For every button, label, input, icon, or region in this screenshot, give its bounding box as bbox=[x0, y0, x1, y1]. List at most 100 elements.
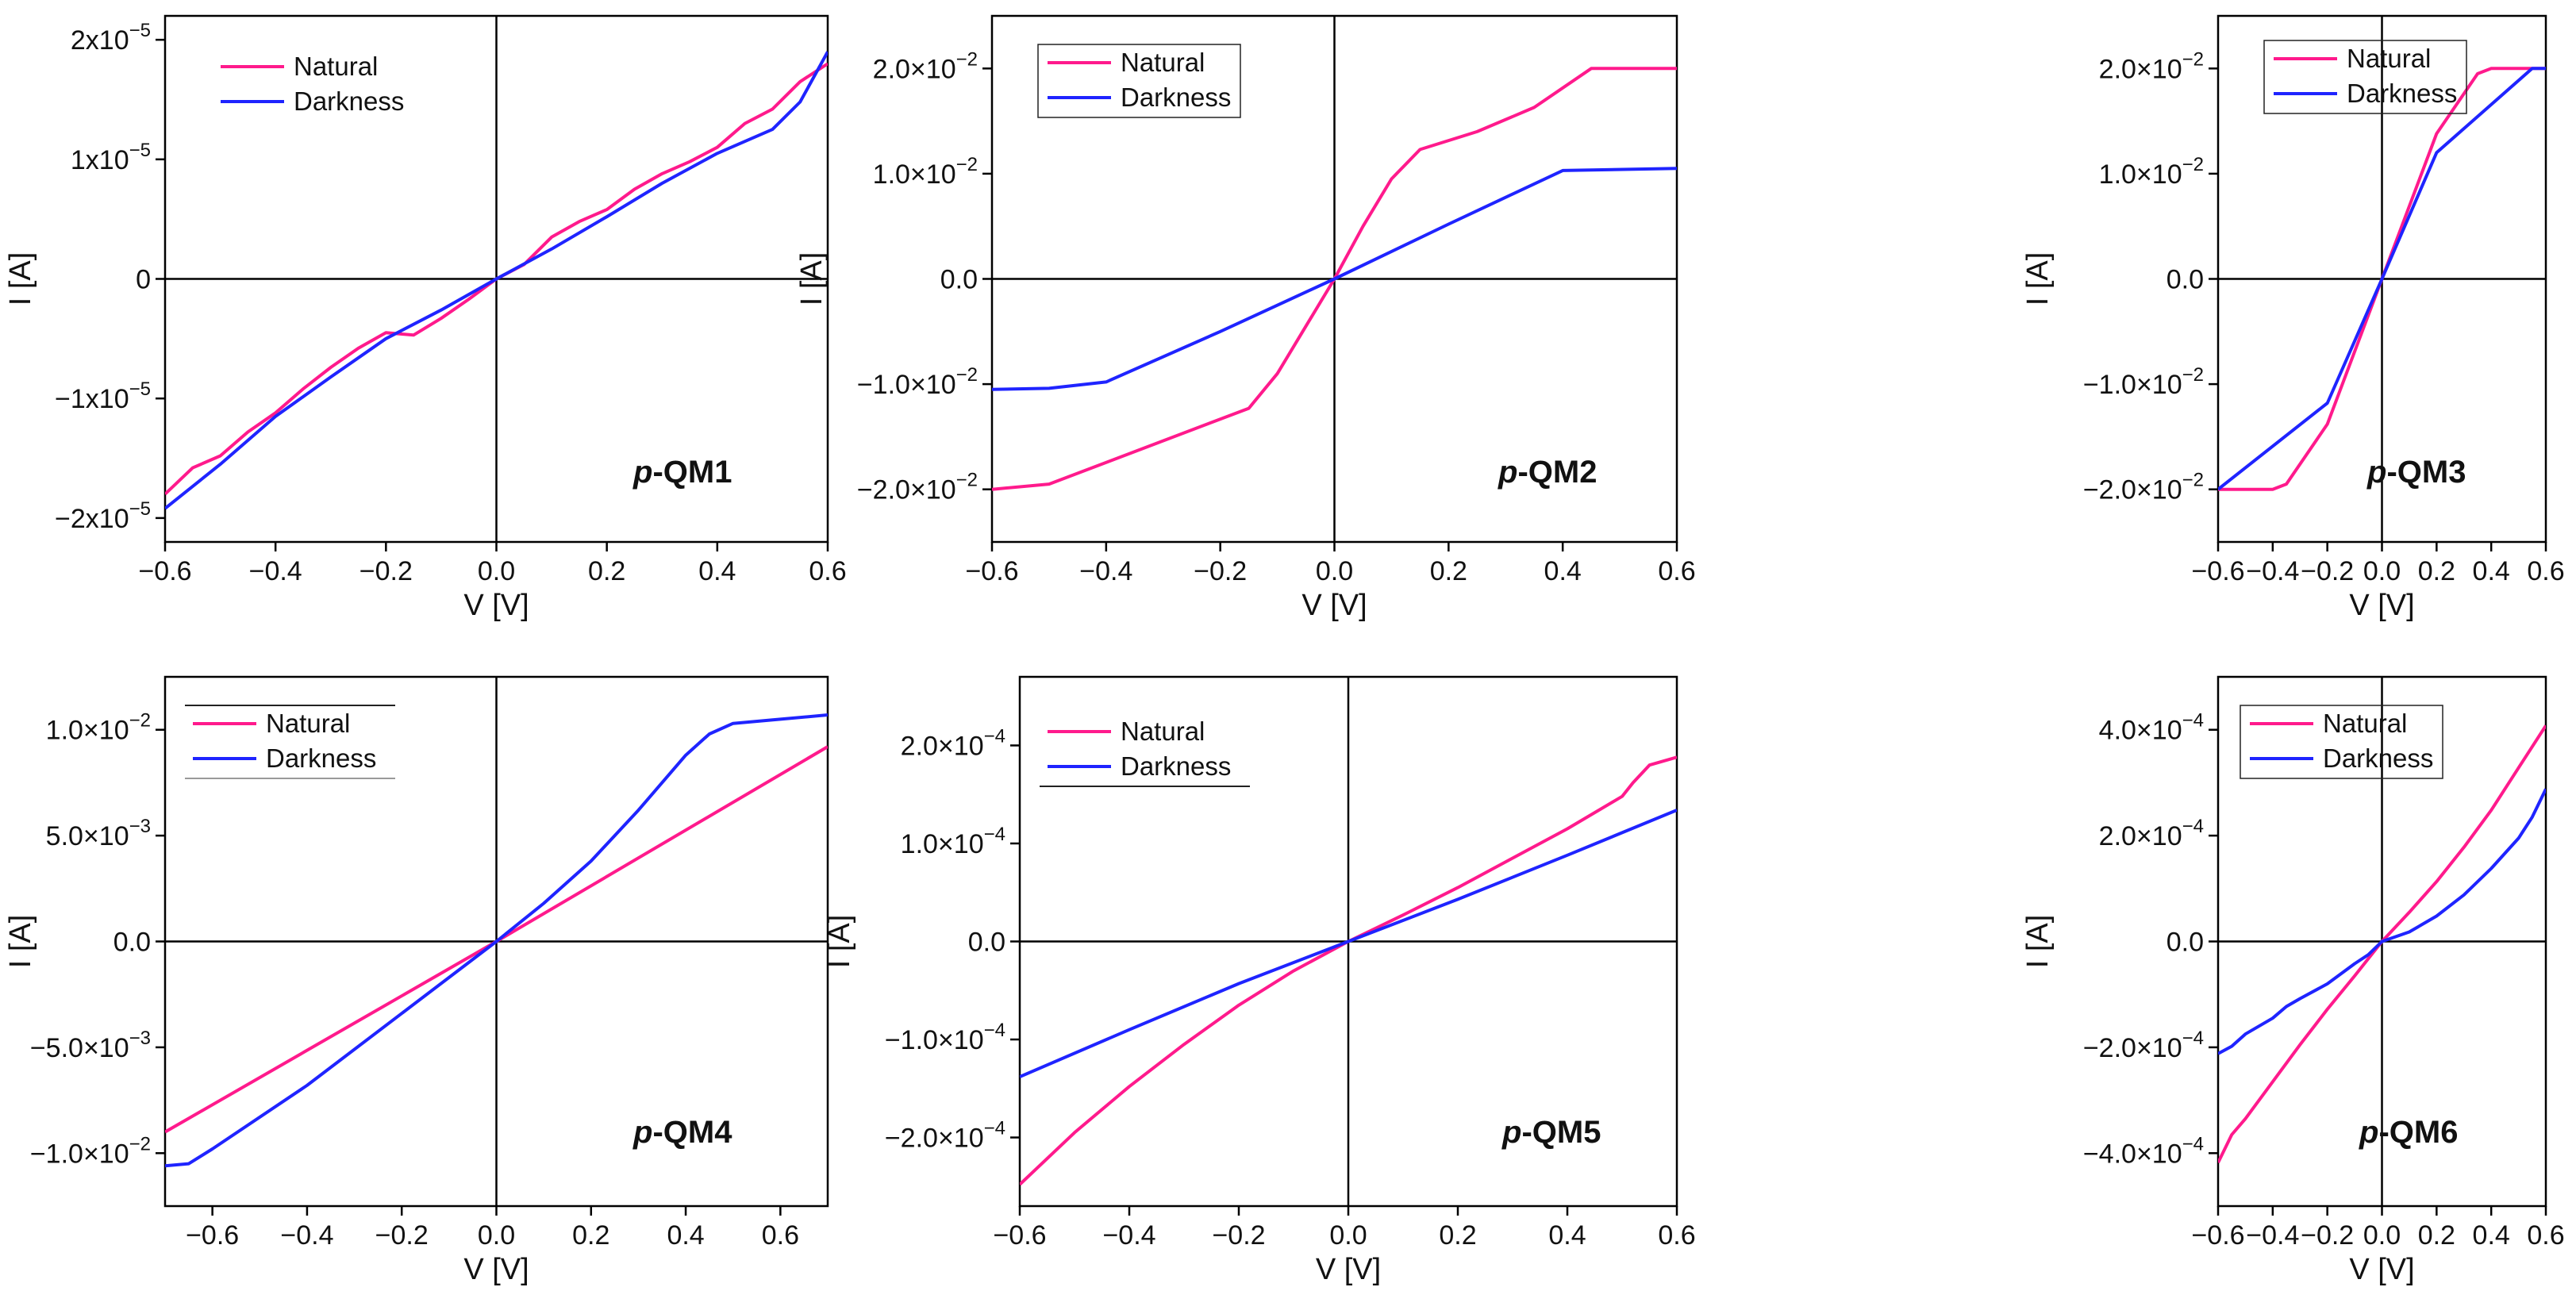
y-tick-label: 0.0 bbox=[940, 265, 978, 295]
series-line-darkness bbox=[992, 167, 1677, 391]
panel-1: −0.6 −0.4 −0.2 0.0 0.2 0.4 0.6 −2x10−5 −1x10−5 0 1… bbox=[4, 14, 847, 622]
x-tick-label: 0.6 bbox=[762, 1220, 799, 1251]
x-tick-label: −0.4 bbox=[249, 556, 302, 586]
y-tick-label: −1.0×10−2 bbox=[2083, 364, 2204, 400]
x-tick-label: −0.2 bbox=[2301, 556, 2354, 586]
x-tick-label: 0.4 bbox=[2473, 1220, 2510, 1251]
y-axis-label: I [A] bbox=[2021, 252, 2055, 306]
legend-label-natural: Natural bbox=[266, 709, 350, 738]
x-tick-label: 0.2 bbox=[1439, 1220, 1476, 1251]
legend-label-natural: Natural bbox=[1121, 717, 1205, 746]
y-tick-label: 1.0×10−2 bbox=[873, 154, 978, 190]
y-axis-label: I [A] bbox=[4, 915, 37, 969]
legend-frame bbox=[2263, 40, 2467, 114]
x-tick-label: 0.0 bbox=[2363, 556, 2401, 586]
x-tick-label: −0.2 bbox=[1212, 1220, 1265, 1251]
x-tick-label: 0.0 bbox=[1329, 1220, 1367, 1251]
x-tick-label: −0.6 bbox=[2191, 556, 2244, 586]
x-tick-label: 0.0 bbox=[478, 556, 515, 586]
x-tick-label: −0.4 bbox=[1079, 556, 1132, 586]
x-tick-label: 0.6 bbox=[2527, 1220, 2564, 1251]
y-tick-label: 1.0×10−2 bbox=[2099, 154, 2204, 190]
x-tick-label: −0.4 bbox=[2246, 556, 2299, 586]
x-tick-label: 0.4 bbox=[1544, 556, 1582, 586]
x-tick-label: −0.2 bbox=[2301, 1220, 2354, 1251]
y-axis-label: I [A] bbox=[823, 915, 856, 969]
x-tick-label: −0.6 bbox=[138, 556, 191, 586]
y-tick-label: −1.0×10−2 bbox=[30, 1133, 151, 1169]
x-tick-label: 0.2 bbox=[2418, 556, 2455, 586]
legend: Natural Darkness bbox=[2240, 705, 2443, 779]
series-line-darkness bbox=[2218, 67, 2546, 491]
legend: Natural Darkness bbox=[221, 52, 404, 116]
y-tick-label: 5.0×10−3 bbox=[46, 816, 151, 851]
panel-tag: p-QM4 bbox=[632, 1115, 732, 1150]
x-axis-label: V [V] bbox=[1301, 589, 1367, 622]
x-tick-label: 0.0 bbox=[478, 1220, 515, 1251]
x-tick-label: −0.6 bbox=[993, 1220, 1046, 1251]
x-tick-label: −0.4 bbox=[280, 1220, 333, 1251]
x-tick-label: 0.6 bbox=[2527, 556, 2564, 586]
x-tick-label: 0.4 bbox=[2473, 556, 2510, 586]
x-tick-label: 0.4 bbox=[667, 1220, 704, 1251]
x-tick-label: 0.2 bbox=[2418, 1220, 2455, 1251]
legend-label-natural: Natural bbox=[2323, 709, 2407, 738]
legend: Natural Darkness bbox=[2263, 40, 2467, 114]
y-axis-label: I [A] bbox=[2021, 915, 2055, 969]
y-tick-label: −2.0×10−2 bbox=[857, 470, 978, 505]
panel-3: −0.6 −0.4 −0.2 0.0 0.2 0.4 0.6 −2.0×10−2 −1.0×10… bbox=[2021, 14, 2565, 622]
y-tick-label: 2.0×10−2 bbox=[2099, 48, 2204, 84]
x-tick-label: 0.6 bbox=[809, 556, 846, 586]
y-tick-label: −2.0×10−4 bbox=[2083, 1028, 2204, 1063]
y-tick-label: −2.0×10−4 bbox=[885, 1118, 1005, 1154]
legend: Natural Darkness bbox=[1037, 44, 1241, 118]
y-tick-label: −5.0×10−3 bbox=[30, 1028, 151, 1063]
legend: Natural Darkness bbox=[185, 705, 395, 779]
series-line-darkness bbox=[1020, 809, 1677, 1078]
y-tick-label: 0.0 bbox=[2167, 928, 2204, 958]
legend-label-darkness: Darkness bbox=[266, 743, 376, 773]
panel-4: −0.6 −0.4 −0.2 0.0 0.2 0.4 0.6 −1.0×10−2 −5.0×10… bbox=[4, 675, 829, 1286]
series-line-darkness bbox=[165, 51, 828, 510]
x-tick-label: 0.2 bbox=[572, 1220, 609, 1251]
series-line-natural bbox=[1020, 755, 1677, 1186]
panel-tag: p-QM1 bbox=[632, 455, 732, 490]
panel-tag: p-QM6 bbox=[2359, 1115, 2458, 1150]
y-tick-label: 2.0×10−2 bbox=[873, 48, 978, 84]
x-tick-label: −0.6 bbox=[965, 556, 1018, 586]
x-axis-label: V [V] bbox=[1316, 1253, 1381, 1286]
x-axis-label: V [V] bbox=[463, 1253, 529, 1286]
legend-label-darkness: Darkness bbox=[294, 86, 404, 116]
y-tick-label: 0.0 bbox=[968, 928, 1005, 958]
x-tick-label: −0.4 bbox=[1102, 1220, 1155, 1251]
legend-label-darkness: Darkness bbox=[2323, 743, 2433, 773]
y-tick-label: −1.0×10−2 bbox=[857, 364, 978, 400]
x-tick-label: 0.6 bbox=[1658, 556, 1695, 586]
legend-frame bbox=[2240, 705, 2443, 779]
x-tick-label: −0.2 bbox=[1194, 556, 1247, 586]
x-tick-label: −0.4 bbox=[2246, 1220, 2299, 1251]
y-tick-label: −2.0×10−2 bbox=[2083, 470, 2204, 505]
x-axis-label: V [V] bbox=[463, 589, 529, 622]
x-axis-label: V [V] bbox=[2349, 589, 2414, 622]
y-tick-label: −1.0×10−4 bbox=[885, 1020, 1005, 1055]
x-tick-label: −0.2 bbox=[359, 556, 413, 586]
x-tick-label: −0.6 bbox=[2191, 1220, 2244, 1251]
y-axis-label: I [A] bbox=[4, 252, 37, 306]
y-tick-label: 2.0×10−4 bbox=[2099, 816, 2204, 851]
x-tick-label: 0.0 bbox=[1316, 556, 1353, 586]
legend: Natural Darkness bbox=[1040, 717, 1250, 787]
legend-label-natural: Natural bbox=[294, 52, 378, 81]
legend-label-darkness: Darkness bbox=[2347, 79, 2457, 108]
y-tick-label: 0.0 bbox=[2167, 265, 2204, 295]
x-axis-label: V [V] bbox=[2349, 1253, 2414, 1286]
legend-label-natural: Natural bbox=[2347, 44, 2431, 73]
x-tick-label: 0.2 bbox=[588, 556, 625, 586]
panel-2: −0.6 −0.4 −0.2 0.0 0.2 0.4 0.6 −2.0×10−2 −1.0×10… bbox=[795, 14, 1696, 622]
x-tick-label: 0.6 bbox=[1658, 1220, 1695, 1251]
y-tick-label: −1x10−5 bbox=[55, 378, 151, 414]
legend-label-darkness: Darkness bbox=[1121, 751, 1231, 781]
panel-5: −0.6 −0.4 −0.2 0.0 0.2 0.4 0.6 −2.0×10−4 −1.0×10… bbox=[823, 675, 1696, 1286]
y-tick-label: −2x10−5 bbox=[55, 498, 151, 534]
